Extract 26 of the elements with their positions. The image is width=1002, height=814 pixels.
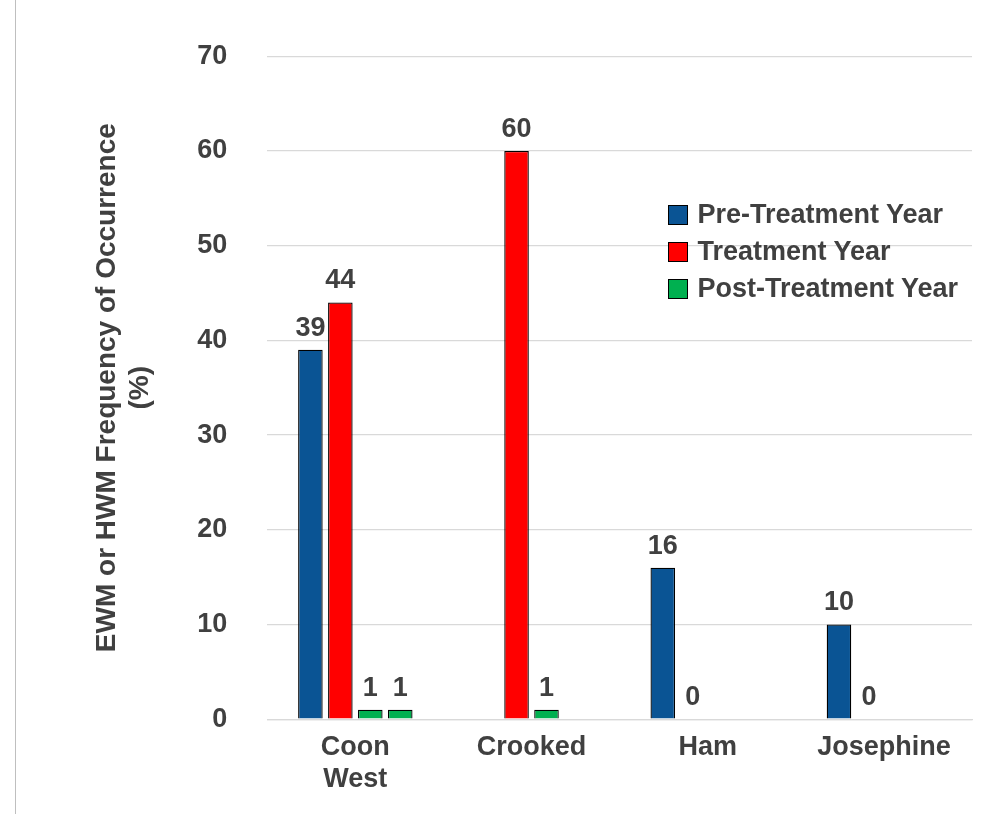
y-axis-title: EWM or HWM Frequency of Occurrence (%) [89, 123, 155, 653]
data-label: 1 [392, 671, 408, 702]
y-tick-label: 60 [197, 134, 228, 165]
legend-label: Treatment Year [697, 236, 891, 267]
x-tick-label: Crooked [476, 730, 587, 761]
data-label: 1 [362, 671, 378, 702]
x-tick-label: Josephine [817, 730, 951, 761]
y-tick-label: 70 [197, 39, 228, 70]
y-tick-label: 10 [197, 607, 228, 638]
y-tick-label: 20 [197, 513, 228, 544]
y-tick-label: 0 [212, 702, 228, 733]
x-tick-label: Ham [678, 730, 737, 761]
y-tick-label: 40 [197, 323, 228, 354]
data-label: 44 [325, 264, 356, 295]
data-label: 39 [295, 311, 326, 342]
data-label: 0 [685, 681, 701, 712]
data-label: 60 [501, 112, 532, 143]
y-tick-label: 50 [197, 229, 228, 260]
x-tick-label: Coon West [320, 730, 390, 794]
legend-label: Post-Treatment Year [697, 273, 958, 304]
legend-label: Pre-Treatment Year [697, 199, 944, 230]
data-label: 16 [647, 529, 678, 560]
data-label: 1 [538, 671, 555, 702]
data-label: 10 [823, 586, 854, 617]
y-tick-label: 30 [197, 418, 228, 449]
data-label: 0 [861, 681, 877, 712]
